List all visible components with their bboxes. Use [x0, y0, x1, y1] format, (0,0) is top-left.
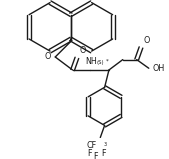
Text: (S): (S) [96, 60, 104, 65]
Text: O: O [45, 52, 51, 61]
Text: F: F [88, 149, 92, 158]
Text: NH: NH [85, 57, 97, 66]
Text: F: F [102, 149, 106, 158]
Text: F: F [94, 152, 98, 159]
Text: 3: 3 [103, 142, 106, 147]
Text: OH: OH [152, 64, 164, 73]
Text: O: O [144, 36, 150, 45]
Text: *: * [106, 58, 109, 63]
Text: O: O [79, 46, 86, 55]
Text: CF: CF [87, 141, 97, 150]
